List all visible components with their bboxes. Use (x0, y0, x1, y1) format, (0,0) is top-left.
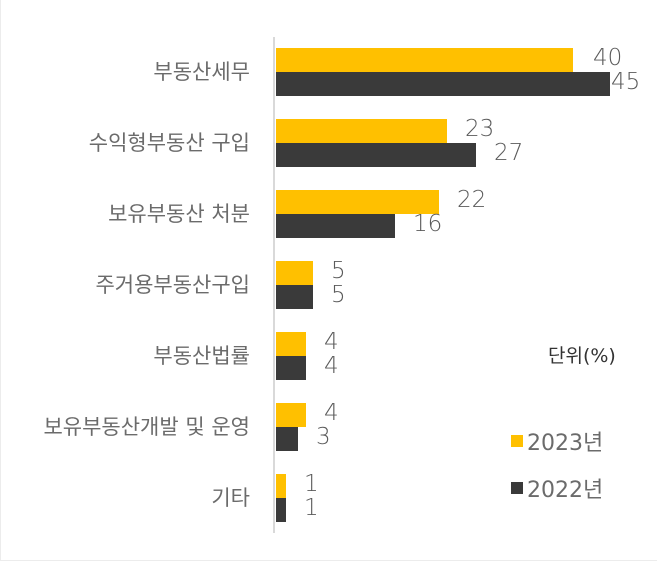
bar-2023년 (276, 403, 306, 427)
bar-2023년 (276, 261, 313, 285)
category-label: 보유부동산 처분 (108, 202, 250, 226)
bar-2022년 (276, 285, 313, 309)
value-label: 3 (316, 424, 331, 450)
bar-2023년 (276, 119, 447, 143)
legend-label-2023: 2023년 (527, 431, 604, 456)
category-axis-line (273, 37, 275, 533)
bar-2022년 (276, 356, 306, 380)
bar-2022년 (276, 143, 476, 167)
category-label: 수익형부동산 구입 (88, 131, 250, 155)
value-label: 4 (324, 329, 339, 355)
bar-2023년 (276, 48, 573, 72)
bar-2022년 (276, 427, 298, 451)
value-label: 22 (457, 187, 487, 213)
category-label: 보유부동산개발 및 운영 (43, 415, 250, 439)
legend-swatch-2022-icon (511, 482, 523, 494)
value-label: 45 (611, 69, 641, 95)
bar-2023년 (276, 190, 439, 214)
bar-2022년 (276, 72, 610, 96)
legend-label-2022: 2022년 (527, 478, 604, 503)
value-label: 16 (413, 211, 443, 237)
value-label: 1 (304, 495, 319, 521)
unit-label: 단위(%) (548, 345, 616, 367)
bar-2022년 (276, 498, 286, 522)
legend-item-2022: 2022년 (511, 472, 603, 504)
legend-item-2023: 2023년 (511, 425, 603, 457)
value-label: 5 (331, 258, 346, 284)
value-label: 4 (324, 400, 339, 426)
category-label: 부동산세무 (153, 60, 250, 84)
category-label: 기타 (211, 486, 250, 510)
value-label: 23 (465, 116, 495, 142)
bar-2023년 (276, 332, 306, 356)
bar-2023년 (276, 474, 286, 498)
value-label: 27 (494, 140, 524, 166)
value-label: 5 (331, 282, 346, 308)
value-label: 4 (324, 353, 339, 379)
category-label: 부동산법률 (153, 344, 250, 368)
value-label: 1 (304, 471, 319, 497)
value-label: 40 (593, 45, 623, 71)
legend-swatch-2023-icon (511, 435, 523, 447)
bar-2022년 (276, 214, 395, 238)
category-label: 주거용부동산구입 (95, 273, 250, 297)
